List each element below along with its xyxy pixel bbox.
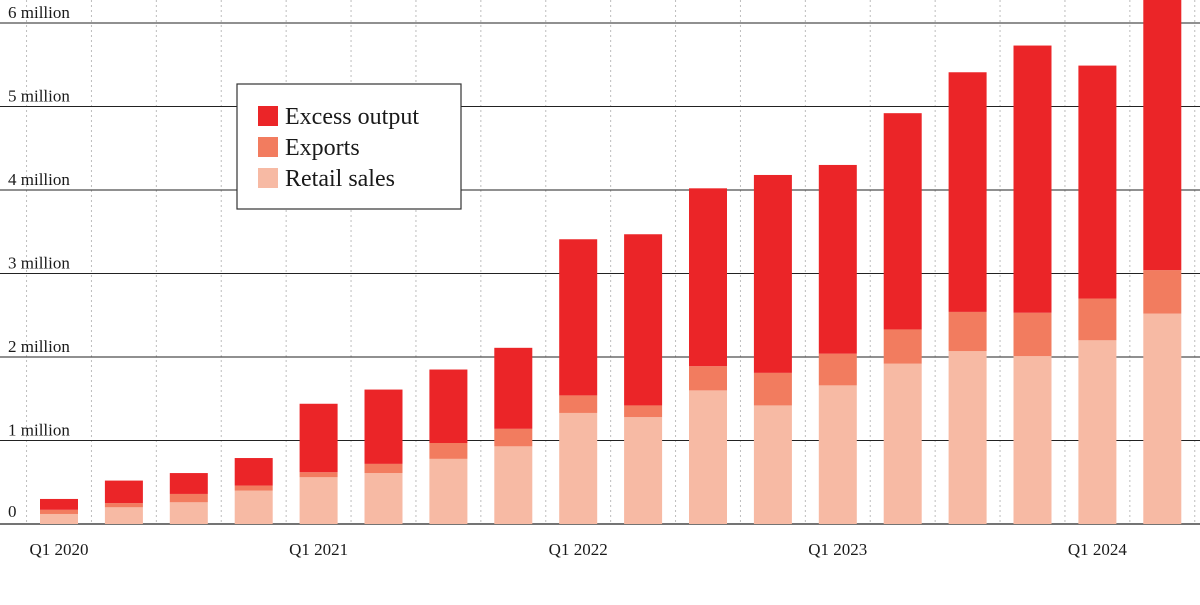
bar-segment-retail-sales <box>818 385 857 524</box>
bar-segment-retail-sales <box>1078 340 1117 524</box>
bar-segment-exports <box>169 493 208 503</box>
legend-label: Excess output <box>285 104 419 130</box>
bar-segment-retail-sales <box>1143 313 1182 524</box>
bar-segment-exports <box>753 372 792 406</box>
bar-segment-retail-sales <box>104 507 143 524</box>
x-tick-label: Q1 2021 <box>289 540 348 559</box>
bar-segment-exports <box>364 463 403 474</box>
bar-segment-excess-output <box>169 473 208 494</box>
bar-segment-excess-output <box>818 164 857 354</box>
x-tick-label: Q1 2022 <box>549 540 608 559</box>
bar-segment-excess-output <box>948 72 987 312</box>
bar-segment-exports <box>1013 312 1052 357</box>
legend-label: Retail sales <box>285 166 395 192</box>
bar-segment-exports <box>1078 298 1117 341</box>
bar-segment-retail-sales <box>559 412 598 524</box>
y-tick-label: 0 <box>8 502 17 521</box>
x-tick-label: Q1 2023 <box>808 540 867 559</box>
bar-segment-exports <box>624 405 663 418</box>
y-tick-label: 2 million <box>8 337 70 356</box>
bar-segment-retail-sales <box>753 405 792 524</box>
bar-segment-excess-output <box>1078 65 1117 299</box>
bar-segment-exports <box>234 485 273 491</box>
bar-segment-excess-output <box>624 234 663 406</box>
bar-segment-exports <box>104 503 143 508</box>
legend-label: Exports <box>285 135 360 161</box>
bar-segment-excess-output <box>234 458 273 486</box>
bar-segment-excess-output <box>364 389 403 464</box>
bar-segment-exports <box>1143 270 1182 314</box>
bar-segment-excess-output <box>1013 45 1052 313</box>
bar-segment-retail-sales <box>689 390 727 524</box>
bar-segment-retail-sales <box>169 502 208 524</box>
bar-segment-retail-sales <box>494 446 533 524</box>
y-tick-label: 4 million <box>8 170 70 189</box>
bar-segment-retail-sales <box>40 513 78 524</box>
bar-segment-excess-output <box>429 369 468 444</box>
bars <box>40 0 1182 524</box>
legend: Excess output Exports Retail sales <box>236 83 462 210</box>
bar-segment-excess-output <box>883 113 922 330</box>
x-axis-ticks: Q1 2020 Q1 2021 Q1 2022 Q1 2023 Q1 2024 <box>29 540 1127 559</box>
y-axis-ticks: 0 1 million 2 million 3 million 4 million 5 m… <box>8 3 70 521</box>
bar-segment-excess-output <box>559 239 598 396</box>
bar-segment-retail-sales <box>624 417 663 524</box>
legend-swatch <box>258 106 278 126</box>
bar-segment-excess-output <box>299 403 338 473</box>
y-tick-label: 1 million <box>8 421 70 440</box>
bar-segment-retail-sales <box>234 490 273 524</box>
y-tick-label: 6 million <box>8 3 70 22</box>
bar-segment-retail-sales <box>429 458 468 524</box>
bar-segment-retail-sales <box>364 473 403 524</box>
legend-swatch <box>258 137 278 157</box>
y-tick-label: 3 million <box>8 254 70 273</box>
bar-segment-excess-output <box>40 498 78 510</box>
bar-segment-exports <box>559 395 598 413</box>
bar-segment-excess-output <box>1143 0 1182 271</box>
bar-segment-exports <box>689 366 727 391</box>
x-tick-label: Q1 2024 <box>1068 540 1128 559</box>
bar-segment-exports <box>40 509 78 514</box>
bar-segment-retail-sales <box>948 351 987 524</box>
bar-segment-retail-sales <box>883 363 922 524</box>
y-tick-label: 5 million <box>8 87 70 106</box>
bar-segment-excess-output <box>753 174 792 373</box>
bar-segment-exports <box>818 353 857 386</box>
bar-segment-excess-output <box>494 347 533 429</box>
legend-swatch <box>258 168 278 188</box>
x-tick-label: Q1 2020 <box>29 540 88 559</box>
bar-segment-exports <box>883 329 922 364</box>
bar-segment-exports <box>494 428 533 447</box>
bar-segment-excess-output <box>104 480 143 504</box>
bar-segment-retail-sales <box>1013 356 1052 524</box>
bar-segment-excess-output <box>689 188 727 367</box>
bar-segment-retail-sales <box>299 477 338 524</box>
bar-segment-exports <box>429 443 468 459</box>
bar-segment-exports <box>299 472 338 478</box>
bar-segment-exports <box>948 311 987 352</box>
